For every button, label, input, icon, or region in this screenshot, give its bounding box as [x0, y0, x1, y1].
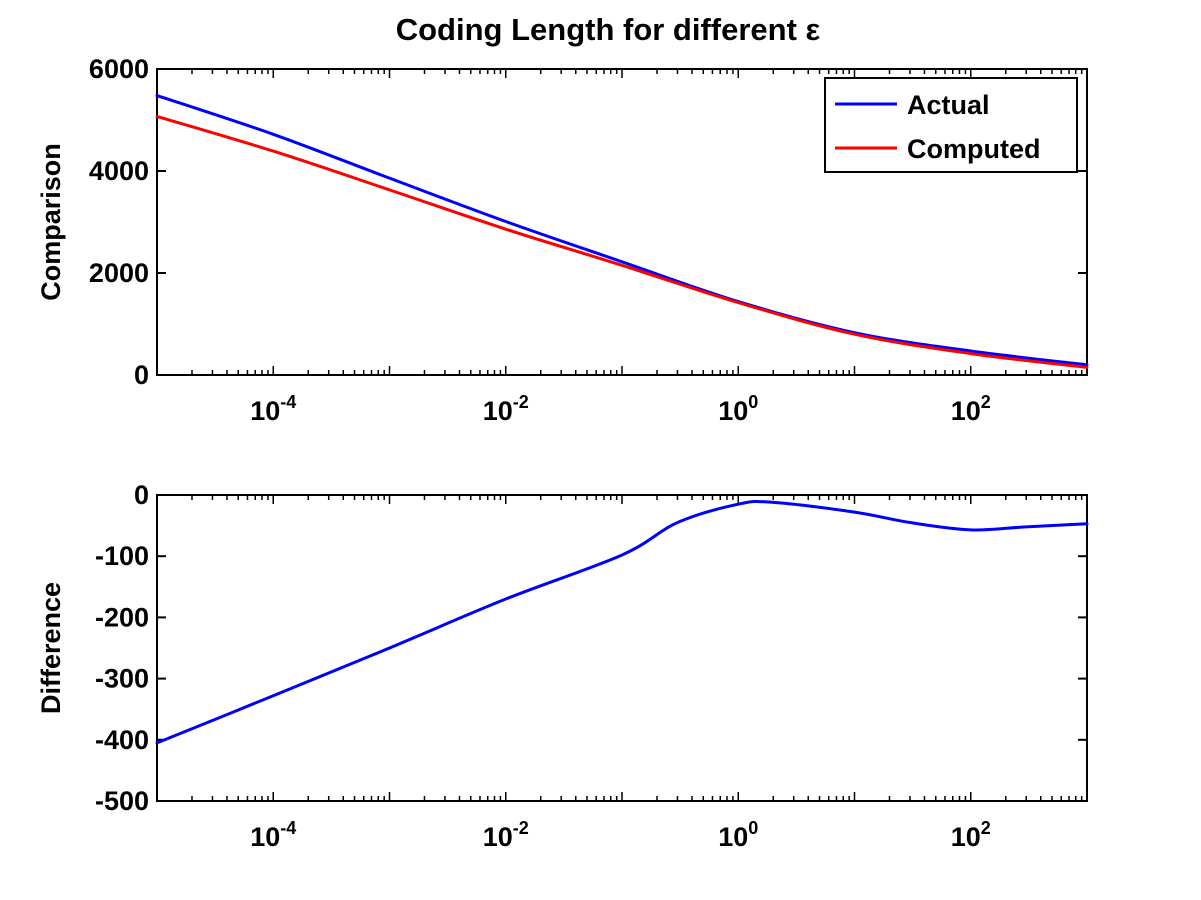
x-tick-base: 10	[951, 396, 981, 426]
series-line-computed	[155, 114, 1089, 369]
series-line-actual	[155, 94, 1089, 367]
axes-box	[156, 494, 1088, 802]
y-axis-label: Difference	[36, 582, 66, 714]
y-tick-label: 0	[134, 360, 149, 390]
y-tick-label: -100	[95, 541, 149, 571]
x-tick-label: 102	[951, 818, 991, 852]
y-tick-label: -400	[95, 725, 149, 755]
x-tick-exponent: 0	[748, 392, 758, 412]
legend-label-computed: Computed	[907, 134, 1040, 164]
legend-box	[824, 77, 1078, 173]
x-tick-label: 100	[718, 818, 758, 852]
y-tick-label: 6000	[89, 54, 149, 84]
legend: Actual Computed	[824, 77, 1078, 173]
x-tick-exponent: -2	[513, 818, 529, 838]
figure-title: Coding Length for different ε	[396, 12, 821, 47]
x-tick-base: 10	[718, 396, 748, 426]
x-tick-label: 100	[718, 392, 758, 426]
x-tick-base: 10	[718, 822, 748, 852]
x-tick-base: 10	[250, 822, 280, 852]
x-tick-base: 10	[483, 822, 513, 852]
y-tick-label: -500	[95, 786, 149, 816]
x-tick-label: 10-2	[483, 392, 529, 426]
y-tick-label: -300	[95, 664, 149, 694]
x-tick-exponent: -4	[280, 392, 296, 412]
x-tick-base: 10	[483, 396, 513, 426]
y-axis-label: Comparison	[36, 143, 66, 301]
y-tick-label: 4000	[89, 156, 149, 186]
x-tick-exponent: 2	[981, 392, 991, 412]
legend-label-actual: Actual	[907, 90, 990, 120]
y-tick-label: -200	[95, 602, 149, 632]
x-tick-exponent: 2	[981, 818, 991, 838]
x-tick-label: 10-2	[483, 818, 529, 852]
x-tick-label: 10-4	[250, 818, 296, 852]
x-tick-exponent: 0	[748, 818, 758, 838]
x-tick-label: 102	[951, 392, 991, 426]
x-tick-exponent: -4	[280, 818, 296, 838]
y-tick-label: 0	[134, 480, 149, 510]
x-tick-base: 10	[250, 396, 280, 426]
series-line-difference	[155, 499, 1089, 745]
y-tick-label: 2000	[89, 258, 149, 288]
x-tick-label: 10-4	[250, 392, 296, 426]
x-tick-base: 10	[951, 822, 981, 852]
x-tick-exponent: -2	[513, 392, 529, 412]
